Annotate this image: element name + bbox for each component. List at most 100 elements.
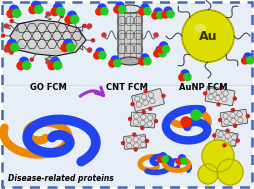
Circle shape bbox=[119, 6, 126, 13]
Circle shape bbox=[220, 86, 223, 89]
Ellipse shape bbox=[194, 24, 206, 32]
Circle shape bbox=[159, 50, 166, 57]
Circle shape bbox=[129, 117, 132, 120]
Circle shape bbox=[64, 39, 72, 48]
Circle shape bbox=[223, 144, 226, 147]
Circle shape bbox=[162, 94, 165, 97]
Circle shape bbox=[134, 148, 137, 151]
Circle shape bbox=[101, 8, 108, 15]
Circle shape bbox=[141, 4, 149, 12]
FancyBboxPatch shape bbox=[214, 129, 238, 146]
Circle shape bbox=[17, 62, 25, 70]
Circle shape bbox=[152, 12, 158, 19]
Circle shape bbox=[179, 74, 186, 81]
FancyBboxPatch shape bbox=[2, 2, 252, 187]
Circle shape bbox=[133, 133, 136, 136]
Circle shape bbox=[139, 58, 146, 65]
Circle shape bbox=[154, 8, 162, 16]
FancyBboxPatch shape bbox=[123, 135, 147, 149]
Circle shape bbox=[154, 120, 157, 123]
Ellipse shape bbox=[21, 25, 75, 51]
Circle shape bbox=[213, 134, 216, 137]
Circle shape bbox=[54, 61, 62, 69]
FancyBboxPatch shape bbox=[132, 89, 164, 111]
Circle shape bbox=[71, 15, 79, 23]
Circle shape bbox=[244, 53, 252, 61]
Circle shape bbox=[5, 44, 13, 52]
Circle shape bbox=[35, 5, 43, 13]
Circle shape bbox=[217, 159, 243, 185]
Circle shape bbox=[60, 15, 63, 18]
Circle shape bbox=[11, 43, 19, 51]
Circle shape bbox=[233, 97, 236, 100]
Circle shape bbox=[157, 46, 164, 53]
Circle shape bbox=[160, 42, 168, 50]
Circle shape bbox=[20, 57, 28, 66]
Circle shape bbox=[204, 92, 207, 95]
Circle shape bbox=[67, 43, 75, 51]
Circle shape bbox=[236, 139, 239, 142]
FancyBboxPatch shape bbox=[220, 109, 248, 127]
Circle shape bbox=[156, 46, 164, 54]
Polygon shape bbox=[10, 20, 86, 56]
Text: Disease-related proteins: Disease-related proteins bbox=[8, 174, 114, 183]
Circle shape bbox=[157, 12, 164, 19]
Circle shape bbox=[131, 103, 134, 106]
Circle shape bbox=[217, 103, 220, 106]
Circle shape bbox=[31, 1, 40, 10]
Circle shape bbox=[144, 8, 151, 15]
Circle shape bbox=[88, 24, 92, 28]
Circle shape bbox=[94, 52, 101, 59]
Circle shape bbox=[144, 90, 147, 93]
Circle shape bbox=[83, 24, 86, 27]
Text: CNT FCM: CNT FCM bbox=[106, 83, 148, 92]
Circle shape bbox=[111, 56, 119, 64]
Circle shape bbox=[8, 39, 17, 48]
Circle shape bbox=[109, 60, 116, 67]
Circle shape bbox=[68, 11, 76, 20]
Circle shape bbox=[182, 10, 234, 62]
Circle shape bbox=[46, 12, 50, 16]
FancyBboxPatch shape bbox=[131, 112, 155, 128]
Circle shape bbox=[184, 74, 191, 81]
Circle shape bbox=[162, 46, 170, 53]
Circle shape bbox=[61, 44, 69, 52]
Circle shape bbox=[149, 107, 152, 110]
Circle shape bbox=[226, 129, 229, 132]
Circle shape bbox=[144, 58, 151, 65]
Circle shape bbox=[154, 50, 161, 57]
Circle shape bbox=[141, 126, 144, 129]
Circle shape bbox=[114, 6, 121, 13]
Circle shape bbox=[46, 60, 50, 64]
Circle shape bbox=[114, 60, 121, 67]
Circle shape bbox=[88, 48, 92, 52]
Circle shape bbox=[10, 51, 13, 54]
Circle shape bbox=[98, 4, 106, 12]
FancyBboxPatch shape bbox=[205, 86, 235, 106]
Circle shape bbox=[96, 8, 103, 15]
Circle shape bbox=[202, 140, 234, 172]
Circle shape bbox=[10, 19, 13, 22]
Circle shape bbox=[139, 8, 146, 15]
Circle shape bbox=[57, 7, 65, 15]
Circle shape bbox=[177, 158, 183, 164]
Circle shape bbox=[65, 16, 73, 24]
Circle shape bbox=[99, 52, 106, 59]
Circle shape bbox=[91, 39, 94, 42]
FancyBboxPatch shape bbox=[118, 8, 142, 62]
Circle shape bbox=[51, 8, 59, 16]
Circle shape bbox=[247, 57, 254, 64]
Text: GO FCM: GO FCM bbox=[30, 83, 67, 92]
Circle shape bbox=[13, 9, 21, 17]
Circle shape bbox=[142, 111, 145, 114]
Circle shape bbox=[116, 2, 124, 10]
Circle shape bbox=[191, 110, 201, 120]
Circle shape bbox=[181, 117, 191, 127]
FancyBboxPatch shape bbox=[122, 10, 138, 60]
Ellipse shape bbox=[119, 5, 141, 13]
Circle shape bbox=[162, 156, 168, 162]
Circle shape bbox=[157, 156, 164, 162]
Circle shape bbox=[102, 33, 106, 37]
Circle shape bbox=[181, 70, 189, 78]
Circle shape bbox=[141, 54, 149, 62]
